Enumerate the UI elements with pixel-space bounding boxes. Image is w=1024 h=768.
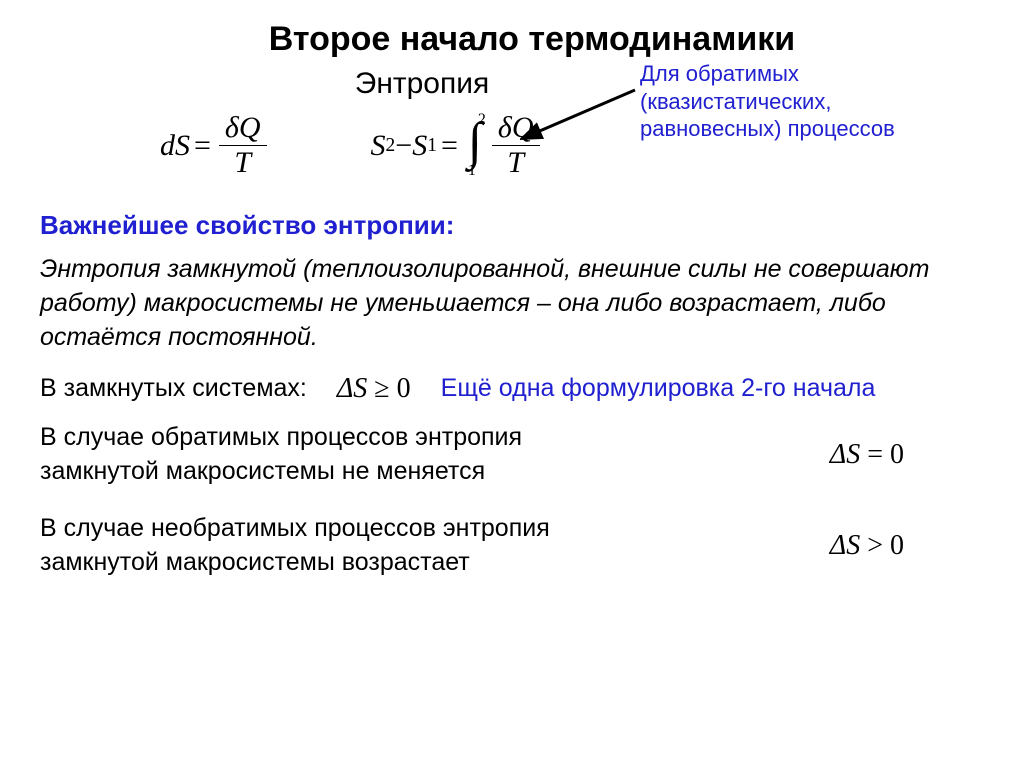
irreversible-text: В случае необратимых процессов энтропия …	[40, 512, 580, 580]
eq2-integral: 2 ∫ 1	[464, 112, 486, 178]
section-heading: Важнейшее свойство энтропии:	[40, 210, 984, 241]
eq1-frac: δQ T	[219, 111, 267, 180]
annotation-line1: Для обратимых	[640, 61, 799, 86]
eq1-num: δQ	[219, 111, 267, 146]
eq2-sub2: 2	[386, 135, 396, 157]
closed-systems-label: В замкнутых системах:	[40, 372, 307, 405]
section-heading-text: Важнейшее свойство энтропии:	[40, 210, 454, 240]
equation-dS-gt-0: ΔS > 0	[830, 530, 904, 562]
reversible-text: В случае обратимых процессов энтропия за…	[40, 421, 580, 489]
equation-row: dS = δQ T S2 − S1 = 2 ∫ 1 δQ T	[160, 111, 984, 180]
eq1-equals: =	[194, 129, 211, 163]
closed-systems-row: В замкнутых системах: ΔS ≥ 0 Ещё одна фо…	[40, 372, 984, 405]
eq2-sub1: 1	[427, 135, 437, 157]
equation-dS-ge-0: ΔS ≥ 0	[337, 373, 411, 405]
eq2-frac: δQ T	[492, 111, 540, 180]
eq2-S2: S	[371, 129, 386, 163]
eq1-lhs: dS	[160, 129, 190, 163]
irreversible-row: В случае необратимых процессов энтропия …	[40, 512, 984, 580]
eq2-int-bot: 1	[468, 163, 476, 179]
equation-integral: S2 − S1 = 2 ∫ 1 δQ T	[371, 111, 544, 180]
annotation-line2: (квазистатических,	[640, 89, 831, 114]
entropy-property-text: Энтропия замкнутой (теплоизолированной, …	[40, 253, 984, 354]
eq1-den: T	[228, 146, 257, 180]
equation-dS-eq-0: ΔS = 0	[830, 439, 904, 471]
eq2-minus: −	[395, 129, 412, 163]
equation-ds: dS = δQ T	[160, 111, 271, 180]
eq2-int-sym: ∫	[468, 124, 482, 160]
eq2-S1: S	[412, 129, 427, 163]
eq2-num: δQ	[492, 111, 540, 146]
reversible-row: В случае обратимых процессов энтропия за…	[40, 421, 984, 489]
eq2-den: T	[501, 146, 530, 180]
eq2-equals: =	[441, 129, 458, 163]
second-law-note: Ещё одна формулировка 2-го начала	[441, 372, 984, 405]
page-title: Второе начало термодинамики	[80, 20, 984, 59]
